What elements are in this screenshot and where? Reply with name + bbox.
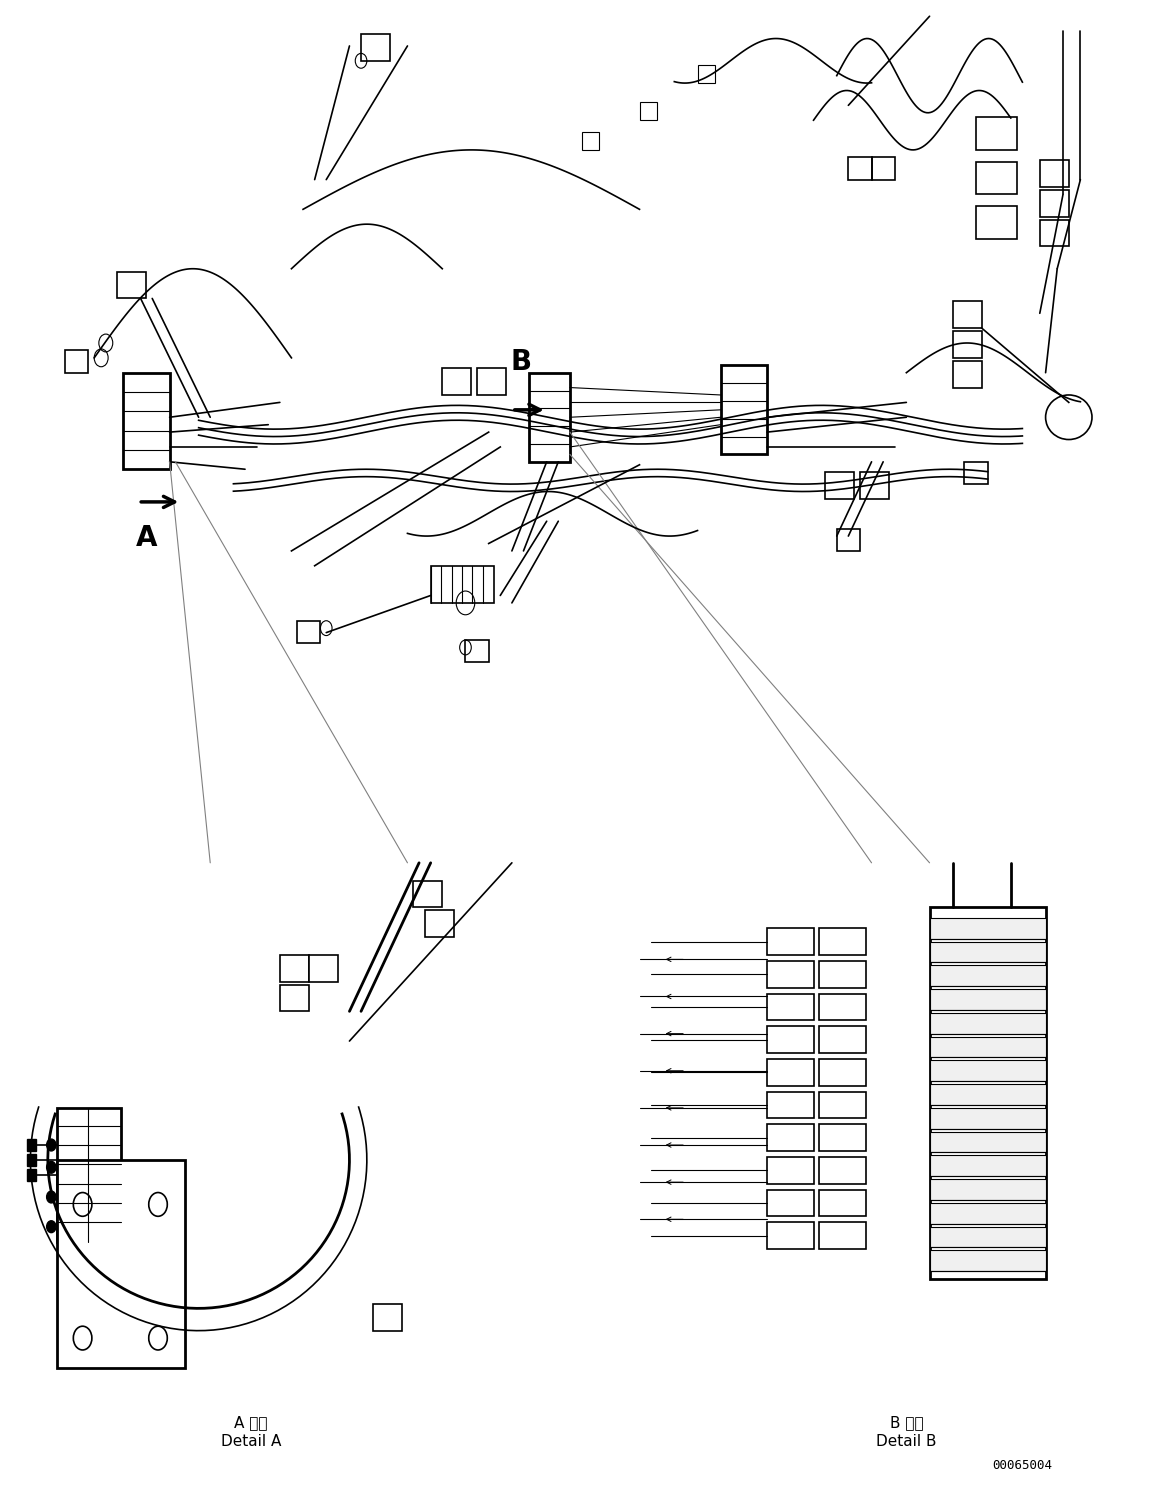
Bar	[820, 1125, 865, 1150]
Bar	[117, 272, 147, 299]
Bar	[952, 360, 982, 387]
Bar	[952, 302, 982, 329]
Bar	[768, 1059, 814, 1086]
Bar	[1040, 190, 1069, 217]
Bar	[768, 929, 814, 955]
Bar	[280, 955, 309, 982]
Bar	[309, 955, 338, 982]
Circle shape	[47, 1140, 56, 1150]
Text: B: B	[511, 348, 531, 375]
Text: A 詳細: A 詳細	[234, 1415, 267, 1430]
Bar	[57, 1109, 121, 1241]
Bar	[820, 961, 865, 988]
Bar	[820, 1027, 865, 1054]
Bar	[929, 1037, 1046, 1058]
Bar	[929, 1178, 1046, 1199]
Bar	[768, 1156, 814, 1183]
Bar	[929, 918, 1046, 939]
Bar	[280, 985, 309, 1012]
Text: A: A	[136, 524, 157, 552]
Bar	[929, 1013, 1046, 1034]
Text: Detail A: Detail A	[221, 1434, 281, 1449]
Bar	[413, 881, 442, 908]
Bar	[768, 1092, 814, 1119]
Bar	[372, 1303, 401, 1330]
Text: Detail B: Detail B	[876, 1434, 936, 1449]
Bar	[820, 994, 865, 1021]
Bar	[871, 158, 894, 180]
Bar	[836, 528, 859, 551]
Bar	[123, 372, 170, 469]
Bar	[65, 350, 88, 372]
Bar	[820, 1222, 865, 1248]
Circle shape	[47, 1190, 56, 1202]
Bar	[820, 929, 865, 955]
Bar	[1040, 220, 1069, 247]
Bar	[820, 1189, 865, 1216]
Bar	[976, 162, 1016, 195]
Bar	[361, 34, 390, 61]
Bar	[929, 1202, 1046, 1223]
Bar	[929, 990, 1046, 1010]
Bar	[582, 132, 599, 150]
Bar	[820, 1059, 865, 1086]
Bar	[929, 966, 1046, 987]
Bar	[976, 118, 1016, 150]
Bar	[976, 207, 1016, 240]
Bar	[964, 461, 987, 484]
Bar	[430, 565, 494, 603]
Bar	[859, 472, 889, 498]
Bar	[442, 368, 471, 394]
Bar	[477, 368, 506, 394]
Bar	[929, 1226, 1046, 1247]
Bar	[952, 332, 982, 357]
Bar	[929, 1132, 1046, 1152]
Bar	[820, 1156, 865, 1183]
Bar	[929, 1109, 1046, 1129]
Bar	[929, 1085, 1046, 1106]
Bar	[768, 1125, 814, 1150]
Bar	[825, 472, 854, 498]
Text: B 詳細: B 詳細	[890, 1415, 923, 1430]
Bar	[768, 994, 814, 1021]
Bar	[424, 911, 454, 937]
Bar	[929, 1155, 1046, 1176]
Bar	[848, 158, 871, 180]
Bar	[929, 908, 1046, 1278]
Bar	[768, 1222, 814, 1248]
Bar	[27, 1168, 36, 1180]
Bar	[768, 1027, 814, 1054]
Bar	[640, 103, 657, 121]
Circle shape	[47, 1220, 56, 1232]
Bar	[27, 1153, 36, 1165]
Bar	[27, 1140, 36, 1150]
Bar	[698, 65, 715, 83]
Bar	[820, 1092, 865, 1119]
Text: 00065004: 00065004	[992, 1458, 1053, 1472]
Bar	[929, 942, 1046, 963]
Bar	[929, 1250, 1046, 1271]
Bar	[721, 365, 768, 454]
Bar	[465, 640, 488, 662]
Bar	[768, 1189, 814, 1216]
Bar	[298, 620, 321, 643]
Bar	[929, 1061, 1046, 1082]
Bar	[1040, 161, 1069, 187]
Bar	[768, 961, 814, 988]
Bar	[57, 1159, 185, 1367]
Circle shape	[47, 1161, 56, 1173]
Bar	[529, 372, 570, 461]
